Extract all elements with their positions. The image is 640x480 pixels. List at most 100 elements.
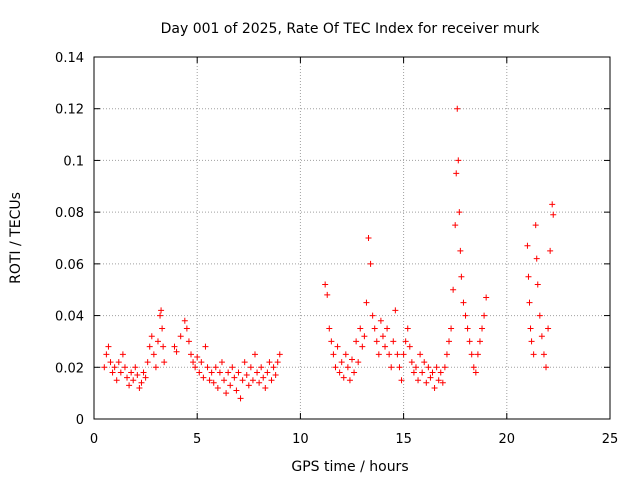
data-point	[406, 343, 413, 350]
data-point	[212, 364, 219, 371]
y-tick-label: 0.14	[55, 51, 84, 66]
data-point	[243, 372, 250, 379]
data-point	[534, 281, 541, 288]
data-point	[525, 273, 532, 280]
data-point	[342, 351, 349, 358]
data-point	[126, 382, 133, 389]
data-point	[266, 359, 273, 366]
data-point	[233, 387, 240, 394]
data-point	[479, 325, 486, 332]
data-point	[536, 312, 543, 319]
data-points	[101, 105, 557, 402]
data-point	[361, 333, 368, 340]
data-point	[150, 351, 157, 358]
chart-title: Day 001 of 2025, Rate Of TEC Index for r…	[161, 21, 541, 37]
data-point	[258, 364, 265, 371]
data-point	[410, 369, 417, 376]
data-point	[357, 325, 364, 332]
data-point	[346, 377, 353, 384]
data-point	[326, 325, 333, 332]
data-point	[190, 359, 197, 366]
data-point	[481, 312, 488, 319]
data-point	[462, 312, 469, 319]
data-point	[425, 364, 432, 371]
data-point	[107, 359, 114, 366]
data-point	[241, 359, 248, 366]
data-point	[272, 372, 279, 379]
data-point	[543, 364, 550, 371]
data-point	[394, 351, 401, 358]
data-point	[455, 157, 462, 164]
data-point	[448, 325, 455, 332]
data-point	[235, 369, 242, 376]
data-point	[349, 356, 355, 363]
data-point	[392, 307, 399, 314]
data-point	[450, 286, 457, 293]
data-point	[200, 374, 207, 381]
data-point	[443, 351, 450, 358]
data-point	[419, 369, 426, 376]
data-point	[136, 384, 143, 391]
data-point	[384, 325, 391, 332]
data-point	[369, 312, 376, 319]
data-point	[412, 364, 419, 371]
data-point	[439, 379, 446, 386]
data-point	[251, 351, 258, 358]
data-point	[134, 372, 141, 379]
data-point	[423, 379, 430, 386]
y-tick-label: 0.1	[63, 154, 84, 169]
data-point	[161, 359, 168, 366]
data-point	[198, 359, 205, 366]
data-point	[382, 343, 389, 350]
data-point	[124, 374, 131, 381]
data-point	[355, 359, 362, 366]
data-point	[157, 312, 164, 319]
data-point	[415, 377, 422, 384]
data-point	[379, 333, 386, 340]
data-point	[229, 364, 236, 371]
data-point	[404, 325, 411, 332]
data-point	[121, 364, 128, 371]
data-point	[208, 369, 215, 376]
data-point	[540, 351, 547, 358]
data-point	[437, 369, 444, 376]
data-point	[177, 333, 184, 340]
data-point	[533, 255, 540, 262]
data-point	[115, 359, 122, 366]
data-point	[105, 343, 112, 350]
data-point	[472, 369, 479, 376]
data-point	[142, 374, 149, 381]
data-point	[549, 201, 556, 208]
data-point	[181, 317, 188, 324]
data-point	[545, 325, 552, 332]
data-point	[476, 338, 483, 345]
data-point	[196, 369, 203, 376]
data-point	[433, 364, 440, 371]
data-point	[417, 351, 424, 358]
data-point	[547, 247, 554, 254]
data-point	[338, 359, 345, 366]
data-point	[132, 364, 139, 371]
data-point	[159, 325, 166, 332]
data-point	[474, 351, 481, 358]
data-point	[460, 299, 467, 306]
data-point	[237, 395, 244, 402]
data-point	[330, 351, 337, 358]
data-point	[470, 364, 477, 371]
data-point	[262, 384, 269, 391]
x-axis-label: GPS time / hours	[291, 459, 408, 475]
data-point	[158, 307, 165, 314]
data-point	[456, 209, 463, 216]
data-point	[111, 364, 118, 371]
data-point	[400, 351, 407, 358]
data-point	[188, 351, 195, 358]
data-point	[483, 294, 490, 301]
data-point	[446, 338, 453, 345]
data-point	[245, 382, 252, 389]
data-point	[421, 359, 428, 366]
data-point	[128, 369, 135, 376]
data-point	[363, 299, 370, 306]
data-point	[194, 353, 201, 360]
y-tick-label: 0.12	[55, 103, 84, 118]
